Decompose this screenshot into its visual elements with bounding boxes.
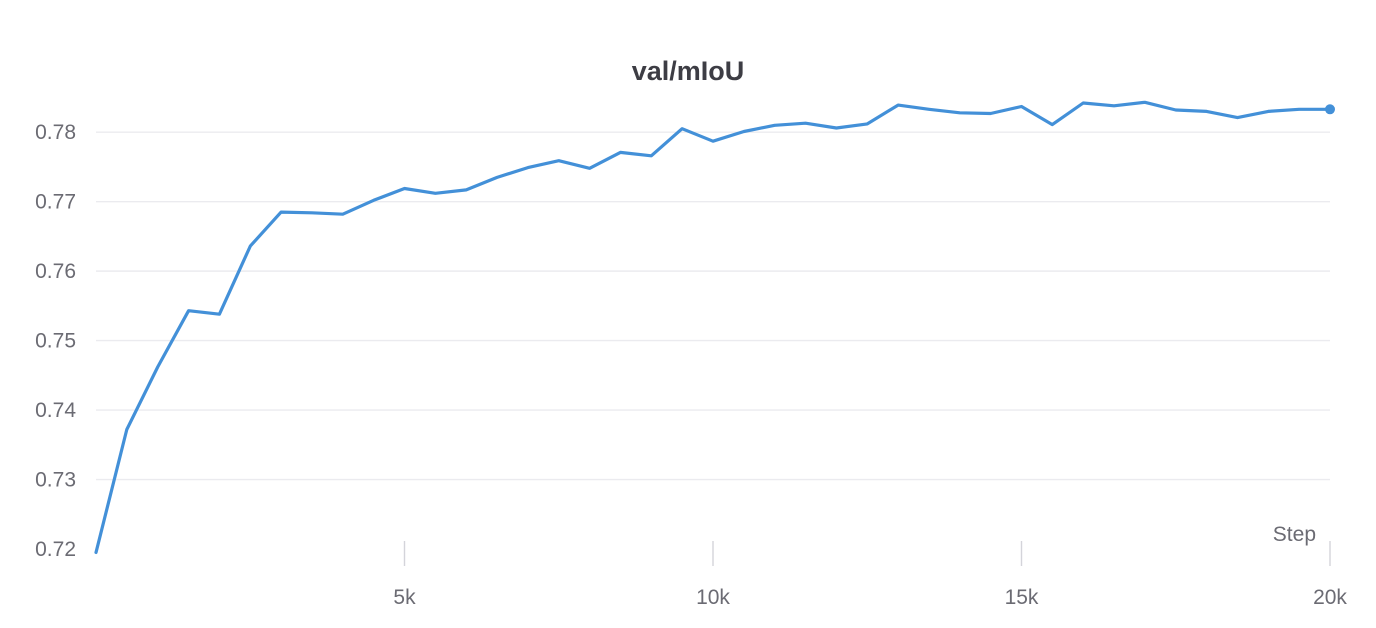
y-tick-label: 0.78 bbox=[35, 121, 76, 144]
series-line bbox=[96, 102, 1330, 552]
y-axis-ticks: 0.72 0.73 0.74 0.75 0.76 0.77 0.78 bbox=[35, 121, 76, 561]
y-tick-label: 0.76 bbox=[35, 260, 76, 283]
x-axis-ticks: 5k 10k 15k 20k bbox=[393, 541, 1347, 609]
y-tick-label: 0.75 bbox=[35, 330, 76, 353]
chart-title: val/mIoU bbox=[632, 56, 745, 86]
y-tick-label: 0.77 bbox=[35, 191, 76, 214]
gridlines bbox=[96, 132, 1330, 479]
x-tick-label: 5k bbox=[393, 586, 416, 609]
x-tick-label: 20k bbox=[1313, 586, 1347, 609]
y-tick-label: 0.74 bbox=[35, 399, 76, 422]
last-point-marker bbox=[1325, 104, 1335, 114]
x-tick-label: 10k bbox=[696, 586, 730, 609]
x-tick-label: 15k bbox=[1005, 586, 1039, 609]
x-axis-label: Step bbox=[1273, 523, 1316, 546]
y-tick-label: 0.73 bbox=[35, 469, 76, 492]
series-layer bbox=[96, 102, 1335, 552]
y-tick-label: 0.72 bbox=[35, 538, 76, 561]
